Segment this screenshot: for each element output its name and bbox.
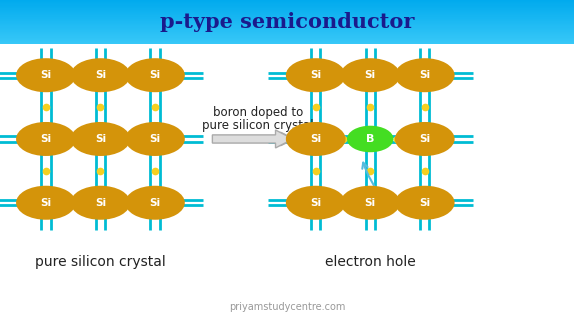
- Text: Si: Si: [310, 198, 321, 208]
- Text: Si: Si: [40, 198, 52, 208]
- Text: Si: Si: [95, 134, 106, 144]
- Circle shape: [125, 186, 185, 220]
- Bar: [0, 11, 574, 12]
- Circle shape: [286, 58, 346, 92]
- Circle shape: [125, 58, 185, 92]
- Bar: [0, 0, 574, 1]
- Bar: [0, 34, 574, 35]
- Bar: [0, 21, 574, 22]
- Circle shape: [340, 186, 400, 220]
- Bar: [0, 30, 574, 31]
- Bar: [0, 42, 574, 43]
- Bar: [0, 19, 574, 20]
- Text: Si: Si: [40, 134, 52, 144]
- Bar: [0, 27, 574, 29]
- Bar: [0, 14, 574, 15]
- Text: Si: Si: [419, 198, 430, 208]
- Text: Si: Si: [310, 134, 321, 144]
- Text: pure silicon crystal: pure silicon crystal: [203, 119, 314, 132]
- Text: p-type semiconductor: p-type semiconductor: [160, 12, 414, 32]
- Circle shape: [395, 186, 455, 220]
- Circle shape: [16, 186, 76, 220]
- Circle shape: [395, 58, 455, 92]
- Text: Si: Si: [95, 70, 106, 80]
- Text: Si: Si: [149, 70, 161, 80]
- Circle shape: [16, 58, 76, 92]
- Bar: [0, 6, 574, 7]
- Text: priyamstudycentre.com: priyamstudycentre.com: [229, 302, 345, 312]
- Bar: [0, 23, 574, 24]
- Circle shape: [71, 122, 130, 156]
- Bar: [0, 36, 574, 38]
- Bar: [0, 4, 574, 6]
- Text: Si: Si: [419, 70, 430, 80]
- Text: boron doped to: boron doped to: [213, 106, 304, 119]
- Text: Si: Si: [364, 198, 376, 208]
- Bar: [0, 12, 574, 13]
- Text: Si: Si: [40, 70, 52, 80]
- Text: Si: Si: [419, 134, 430, 144]
- Bar: [0, 26, 574, 27]
- Bar: [0, 38, 574, 39]
- Circle shape: [71, 186, 130, 220]
- Bar: [0, 20, 574, 21]
- Bar: [0, 17, 574, 18]
- Circle shape: [286, 122, 346, 156]
- Bar: [0, 9, 574, 10]
- Bar: [0, 31, 574, 32]
- Bar: [0, 2, 574, 3]
- FancyArrow shape: [212, 130, 293, 148]
- Bar: [0, 10, 574, 11]
- Circle shape: [286, 186, 346, 220]
- Bar: [0, 22, 574, 23]
- Bar: [0, 18, 574, 19]
- Text: pure silicon crystal: pure silicon crystal: [35, 255, 166, 268]
- Bar: [0, 8, 574, 9]
- Bar: [0, 7, 574, 8]
- Text: Si: Si: [149, 134, 161, 144]
- Circle shape: [125, 122, 185, 156]
- Bar: [0, 29, 574, 30]
- Text: B: B: [366, 134, 374, 144]
- Bar: [0, 41, 574, 42]
- Bar: [0, 3, 574, 4]
- Bar: [0, 15, 574, 17]
- Text: Si: Si: [95, 198, 106, 208]
- Circle shape: [395, 122, 455, 156]
- Bar: [0, 33, 574, 34]
- Circle shape: [340, 58, 400, 92]
- Text: Si: Si: [149, 198, 161, 208]
- Bar: [0, 40, 574, 41]
- Circle shape: [16, 122, 76, 156]
- Bar: [0, 35, 574, 36]
- Text: Si: Si: [364, 70, 376, 80]
- Circle shape: [347, 126, 394, 152]
- Bar: [0, 39, 574, 40]
- Bar: [0, 1, 574, 2]
- Bar: [0, 32, 574, 33]
- Bar: [0, 24, 574, 26]
- Bar: [0, 43, 574, 44]
- Circle shape: [71, 58, 130, 92]
- Text: electron hole: electron hole: [325, 255, 416, 268]
- Bar: [0, 13, 574, 14]
- Text: Si: Si: [310, 70, 321, 80]
